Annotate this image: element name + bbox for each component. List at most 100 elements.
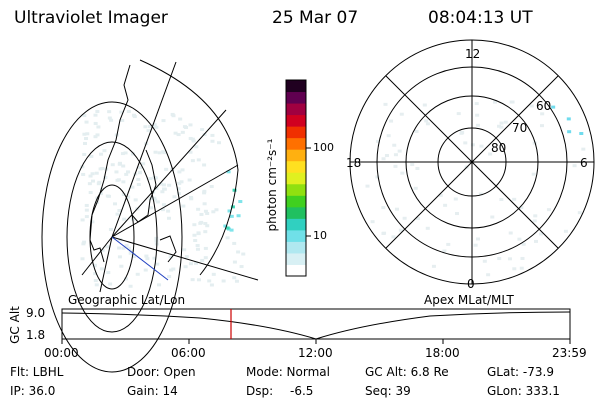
aurora-pixel — [131, 252, 136, 256]
aurora-pixel — [499, 125, 504, 129]
aurora-pixel — [577, 211, 582, 215]
aurora-pixel — [195, 247, 200, 251]
polar-panel-label: Apex MLat/MLT — [424, 293, 514, 307]
aurora-pixel — [459, 131, 464, 135]
aurora-pixel — [478, 192, 483, 196]
aurora-pixel — [221, 279, 226, 283]
aurora-pixel — [180, 130, 185, 134]
aurora-pixel — [531, 172, 536, 176]
aurora-pixel — [188, 136, 193, 140]
aurora-pixel — [393, 164, 398, 168]
aurora-pixel — [209, 185, 214, 189]
mlt-label-12: 12 — [465, 47, 481, 61]
aurora-pixel — [473, 243, 478, 247]
aurora-pixel — [143, 268, 148, 272]
aurora-pixel — [488, 152, 493, 156]
colorbar-band — [286, 252, 306, 265]
colorbar-frame — [285, 79, 307, 277]
aurora-pixel — [193, 239, 198, 243]
aurora-pixel — [520, 256, 525, 260]
aurora-pixel — [454, 212, 459, 216]
aurora-pixel — [138, 166, 143, 170]
aurora-pixel — [80, 257, 85, 261]
colorbar-band — [286, 80, 306, 93]
aurora-pixel — [82, 240, 87, 244]
aurora-pixel — [232, 241, 237, 245]
aurora-pixel — [109, 118, 114, 122]
geo-grid — [41, 59, 259, 373]
aurora-pixel — [98, 192, 103, 196]
aurora-pixel — [507, 257, 512, 261]
aurora-pixel — [143, 125, 148, 129]
aurora-pixel — [99, 267, 104, 271]
aurora-pixel — [161, 183, 166, 187]
aurora-pixel — [161, 119, 166, 123]
aurora-pixel — [479, 144, 484, 148]
aurora-pixel — [82, 132, 87, 136]
aurora-pixel — [227, 209, 232, 213]
aurora-pixel — [166, 216, 171, 220]
aurora-pixel — [122, 217, 127, 221]
aurora-pixel — [470, 143, 475, 147]
aurora-pixel — [93, 135, 98, 139]
aurora-pixel — [161, 187, 166, 191]
aurora-pixel — [203, 256, 208, 260]
aurora-pixel — [166, 209, 171, 213]
aurora-pixel — [203, 230, 208, 234]
aurora-pixel — [160, 190, 165, 194]
timeline-ytick-bottom: 1.8 — [26, 328, 46, 342]
aurora-pixel — [202, 163, 207, 167]
aurora-pixel — [147, 125, 152, 129]
aurora-pixel — [239, 265, 244, 269]
aurora-pixel — [579, 131, 584, 135]
aurora-pixel — [391, 235, 396, 239]
aurora-pixel — [383, 102, 388, 106]
aurora-pixel — [211, 272, 216, 276]
aurora-pixel — [400, 171, 405, 175]
meridian-6 — [81, 236, 113, 276]
aurora-pixel — [121, 180, 126, 184]
aurora-pixel — [136, 177, 141, 181]
aurora-pixel — [546, 208, 551, 212]
aurora-pixel — [190, 137, 195, 141]
coastline — [89, 64, 177, 263]
aurora-pixel — [184, 255, 189, 259]
aurora-pixel — [153, 150, 158, 154]
aurora-pixel — [141, 162, 146, 166]
aurora-pixel — [381, 206, 386, 210]
aurora-pixel — [519, 205, 524, 209]
aurora-pixel — [164, 167, 169, 171]
aurora-pixel — [182, 248, 187, 252]
aurora-pixel — [486, 273, 491, 277]
aurora-pixel — [105, 194, 110, 198]
aurora-pixel — [80, 165, 85, 169]
aurora-pixel — [416, 216, 421, 220]
aurora-pixel — [446, 242, 451, 246]
aurora-pixel — [392, 143, 397, 147]
timeline-ytick-top: 9.0 — [26, 306, 46, 320]
aurora-pixel — [88, 174, 93, 178]
aurora-pixel — [365, 184, 370, 188]
aurora-pixel — [157, 151, 162, 155]
aurora-pixel — [226, 170, 231, 174]
info-filter: Flt: LBHL — [10, 365, 64, 379]
aurora-pixel — [155, 200, 160, 204]
instrument-title: Ultraviolet Imager — [14, 8, 168, 28]
timeline-xtick-1: 06:00 — [171, 346, 206, 360]
aurora-pixel — [146, 129, 151, 133]
aurora-pixel — [82, 141, 87, 145]
meridian-4 — [111, 236, 259, 281]
aurora-pixel — [136, 182, 141, 186]
aurora-pixel — [135, 272, 140, 276]
aurora-pixel — [116, 178, 121, 182]
timeline-axis-label: GC Alt — [7, 306, 22, 344]
aurora-pixel — [229, 214, 234, 218]
colorbar-band — [286, 126, 306, 139]
aurora-pixel — [188, 123, 193, 127]
aurora-pixel — [180, 168, 185, 172]
aurora-pixel — [160, 208, 165, 212]
aurora-pixel — [230, 205, 235, 209]
colorbar-band — [286, 149, 306, 162]
info-door: Door: Open — [127, 365, 196, 379]
aurora-pixel — [169, 268, 174, 272]
